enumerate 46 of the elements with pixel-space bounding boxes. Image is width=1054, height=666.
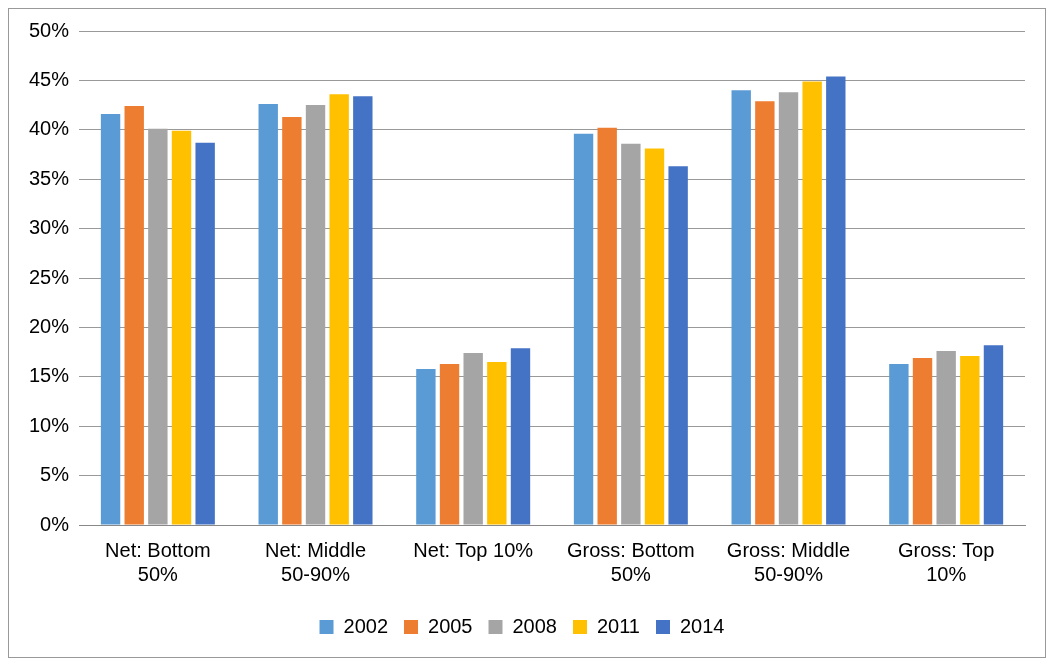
y-tick-label: 45% [29,67,70,90]
legend-label: 2014 [680,614,725,637]
bar [124,106,144,525]
y-tick-label: 35% [29,166,70,189]
bar [416,368,436,525]
bar [573,133,594,525]
legend-label: 2002 [343,614,389,637]
x-tick-label: Gross: Top 10% [898,538,995,585]
bar [439,363,460,525]
y-tick-label: 10% [29,413,70,436]
x-tick-label: Net: Bottom 50% [105,538,211,585]
bar [668,166,688,525]
bar [983,345,1004,525]
bar [644,148,665,525]
bar [802,81,822,525]
bar [258,104,278,525]
bar [960,356,980,525]
legend-label: 2008 [512,614,557,637]
x-tick-label: Gross: Middle 50-90% [726,538,851,585]
x-tick-label: Net: Top 10% [413,538,534,561]
bar [731,90,751,525]
y-tick-label: 50% [29,18,70,41]
y-tick-label: 30% [29,216,70,239]
x-tick-label: Gross: Bottom 50% [566,538,695,585]
bar [353,96,373,525]
y-tick-label: 0% [40,512,70,535]
y-tick-label: 15% [29,364,70,387]
bar [100,113,121,525]
bar [171,130,192,525]
bar [510,348,531,525]
bar [889,363,909,525]
bar [487,361,507,525]
bar [329,94,349,525]
bar [826,76,846,525]
y-tick-label: 40% [29,117,70,140]
y-tick-label: 25% [29,265,70,288]
legend-label: 2011 [596,614,640,637]
legend-label: 2005 [428,614,473,637]
bar [755,101,775,525]
bar [912,358,933,525]
y-tick-label: 20% [29,314,70,337]
y-tick-label: 5% [40,463,70,486]
x-tick-label: Net: Middle 50-90% [264,538,367,585]
bar [597,127,617,525]
bar [282,116,302,525]
bar [195,142,215,525]
